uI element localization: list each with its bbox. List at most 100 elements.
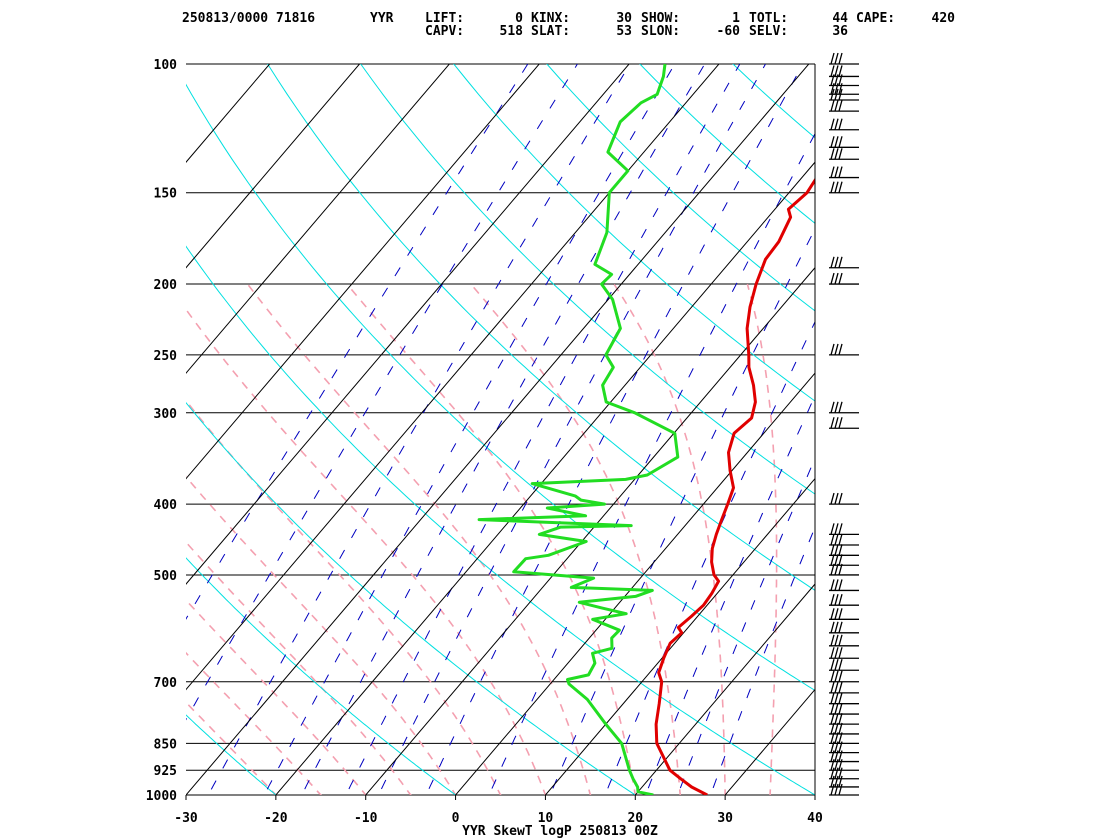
wind-barb-feather-975-1 — [834, 775, 839, 788]
wind-barb-feather-440-0 — [830, 523, 835, 535]
pressure-label-250: 250 — [154, 349, 178, 364]
wind-barb-feather-135-0 — [830, 148, 835, 160]
wind-barb-feather-675-1 — [834, 659, 839, 671]
moist-adiabat--20 — [186, 701, 277, 795]
wind-barb-feather-600-2 — [838, 621, 843, 633]
wind-barb-feather-100-0 — [830, 52, 835, 65]
wind-barb-feather-104-0 — [830, 65, 835, 77]
dry-adiabat-120 — [453, 64, 815, 402]
header-capv-value: 518 — [500, 24, 524, 39]
moist-adiabat--10 — [186, 598, 367, 795]
wind-barb-feather-104-1 — [834, 65, 839, 77]
mixing-ratio-5 — [488, 132, 815, 795]
wind-barb-feather-250-0 — [830, 343, 835, 356]
isotherm--90 — [186, 64, 271, 163]
isotherm-30 — [724, 688, 815, 795]
wind-barb-feather-575-0 — [830, 608, 835, 620]
pressure-label-400: 400 — [154, 498, 178, 513]
wind-barb-feather-725-0 — [830, 681, 835, 694]
mixing-ratio-25 — [709, 526, 815, 795]
isotherm-lines — [186, 64, 815, 795]
header-totl-label: TOTL: — [749, 11, 788, 26]
wind-barb-feather-300-2 — [838, 401, 843, 413]
wind-barb-feather-455-2 — [838, 533, 843, 546]
wind-barb-feather-485-0 — [830, 554, 835, 566]
mixing-ratio-8 — [549, 227, 815, 795]
wind-barb-feather-123-2 — [838, 118, 843, 130]
wind-barb-feather-300-0 — [830, 401, 835, 413]
moist-adiabat-30 — [613, 283, 726, 795]
dry-adiabat-160 — [639, 64, 815, 224]
isotherm--10 — [365, 266, 815, 795]
dry-adiabat-60 — [186, 83, 815, 692]
wind-barb-feather-440-1 — [834, 523, 839, 535]
wind-barb-feather-250-2 — [838, 343, 843, 356]
wind-barb-feather-950-0 — [830, 767, 835, 779]
wind-barb-feather-775-1 — [834, 702, 839, 715]
isotherm--20 — [275, 161, 815, 795]
wind-barb-feather-725-1 — [834, 681, 839, 694]
pressure-axis: 1000 925 850 700 500 400 300 250 200 150 100 — [146, 58, 177, 804]
wind-barb-feather-625-2 — [838, 634, 843, 646]
wind-barb-feather-190-1 — [834, 256, 839, 268]
isotherm--30 — [186, 64, 810, 795]
isotherm-20 — [634, 583, 815, 795]
wind-barb-feather-950-1 — [834, 767, 839, 779]
wind-barb-feather-575-1 — [834, 608, 839, 620]
wind-barb-feather-315-1 — [834, 417, 839, 429]
temperature-label--20: -20 — [264, 811, 288, 826]
mixing-ratio-0.7 — [263, 64, 676, 795]
pressure-label-500: 500 — [154, 569, 178, 584]
header-station-id: YYR — [370, 11, 394, 26]
wind-barb-feather-650-2 — [838, 647, 843, 659]
wind-barb-feather-200-0 — [830, 272, 835, 285]
wind-barb-feather-123-0 — [830, 118, 835, 130]
wind-barb-feather-575-2 — [838, 608, 843, 620]
temperature-label-20: 20 — [627, 811, 643, 826]
chart-caption: YYR SkewT logP 250813 00Z — [462, 824, 658, 839]
moist-adiabat-35 — [746, 283, 778, 795]
isotherm--50 — [186, 64, 630, 585]
dry-adiabat--20 — [186, 714, 277, 795]
wind-barb-feather-470-0 — [830, 544, 835, 556]
dry-adiabat-0 — [186, 557, 457, 795]
wind-barb-feather-190-0 — [830, 256, 835, 268]
header-capv-label: CAPV: — [425, 24, 464, 39]
mixing-ratio-0.2 — [186, 64, 578, 721]
wind-barb-feather-190-2 — [838, 256, 843, 268]
wind-barb-feather-470-2 — [838, 544, 843, 556]
wind-barb-feather-130-0 — [830, 136, 835, 148]
wind-barb-feather-200-2 — [838, 272, 843, 285]
wind-barb-feather-143-2 — [838, 166, 843, 178]
dry-adiabat-100 — [360, 64, 815, 495]
wind-barb-feather-116-0 — [830, 99, 835, 112]
isotherm--60 — [186, 64, 540, 480]
wind-barb-feather-550-0 — [830, 594, 835, 606]
wind-barb-feather-485-2 — [838, 554, 843, 566]
wind-barb-feather-600-0 — [830, 621, 835, 633]
wind-barb-feather-315-2 — [838, 417, 843, 429]
pressure-label-150: 150 — [154, 187, 178, 202]
wind-barb-feather-800-0 — [830, 712, 835, 725]
pressure-label-850: 850 — [154, 737, 178, 752]
dry-adiabat-20 — [186, 401, 637, 795]
wind-barb-feather-440-2 — [838, 523, 843, 535]
sounding-indices-header: 250813/0000 71816 YYR LIFT: 0 KINX: 30 SHOW: 1 T… — [182, 11, 955, 39]
moist-adiabat--5 — [186, 540, 412, 795]
header-slat-label: SLAT: — [531, 24, 570, 39]
wind-barb-feather-675-0 — [830, 659, 835, 671]
wind-barb-feather-143-0 — [830, 166, 835, 178]
isotherm-10 — [544, 477, 815, 795]
isotherm--70 — [186, 64, 451, 374]
header-cape-value: 420 — [932, 11, 956, 26]
temperature-label-30: 30 — [717, 811, 733, 826]
pressure-label-1000: 1000 — [146, 789, 177, 804]
wind-barb-feather-700-0 — [830, 670, 835, 682]
isobar-lines — [186, 63, 815, 796]
wind-barb-feather-625-0 — [830, 634, 835, 646]
isotherm--80 — [186, 64, 361, 269]
wind-barb-feather-775-0 — [830, 702, 835, 715]
wind-barb-feather-455-0 — [830, 533, 835, 546]
wind-barb-feather-135-1 — [834, 148, 839, 160]
